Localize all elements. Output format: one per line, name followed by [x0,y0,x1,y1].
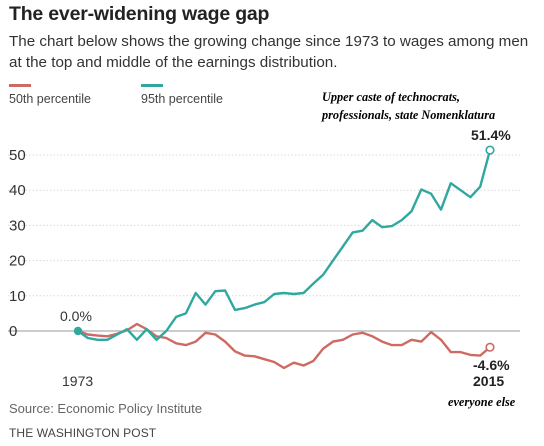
y-tick-label-50: 50 [9,147,26,164]
annotation-line-2: professionals, state Nomenklatura [322,108,496,122]
y-axis-ticks: 0 10 20 30 40 50 1973 [9,147,93,389]
series-line-p95 [76,148,492,341]
series-lines [76,148,492,370]
publisher-credit: THE WASHINGTON POST [9,426,157,440]
chart-subtitle: The chart below shows the growing change… [9,33,529,71]
x-tick-label-start: 1973 [62,373,93,389]
legend-swatch-95th [141,84,163,87]
annotation-upper-caste: Upper caste of technocrats, professional… [322,88,495,124]
annotation-line-1: Upper caste of technocrats, [322,90,460,104]
source-note: Source: Economic Policy Institute [9,401,202,416]
y-tick-label-30: 30 [9,217,26,234]
chart-title: The ever-widening wage gap [9,3,270,25]
grid-lines [8,154,520,332]
end-point-marker-50th [485,342,495,352]
annotation-everyone-else: everyone else [448,395,516,409]
start-point-marker [73,326,83,336]
x-tick-label-end: 2015 [473,373,504,389]
end-value-label-95th: 51.4% [471,127,511,143]
legend-label-50th: 50th percentile [9,92,92,106]
legend-label-95th: 95th percentile [141,92,224,106]
end-value-label-50th: -4.6% [473,357,510,373]
end-point-marker-95th [485,145,495,155]
point-markers [73,145,495,352]
y-tick-label-20: 20 [9,253,26,270]
legend-swatch-50th [9,84,31,87]
y-tick-label-0: 0 [9,323,17,340]
y-tick-label-40: 40 [9,182,26,199]
data-labels: 0.0% 51.4% -4.6%2015 [60,127,511,389]
start-value-label: 0.0% [60,308,92,324]
y-tick-label-10: 10 [9,288,26,305]
